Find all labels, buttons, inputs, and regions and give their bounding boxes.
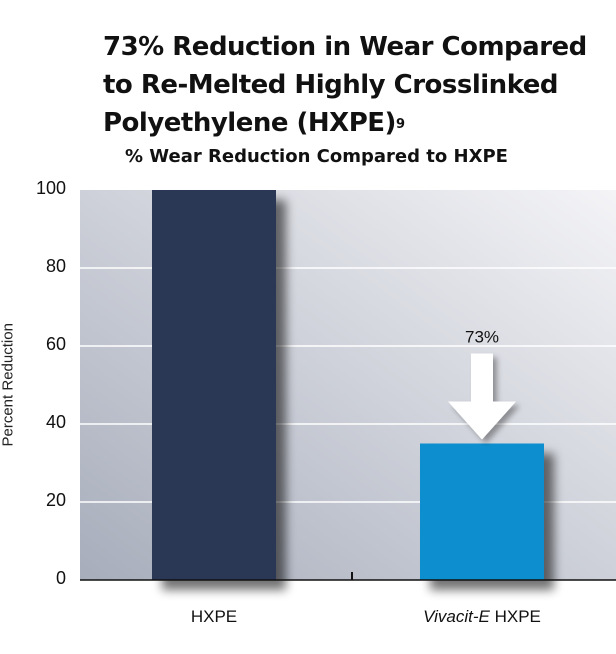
footnote-reference: 9 <box>395 117 405 132</box>
y-tick-label: 60 <box>46 334 66 354</box>
annotation-label: 73% <box>465 328 499 347</box>
x-tick-label-part: Vivacit-E <box>423 607 490 626</box>
y-tick-label: 20 <box>46 490 66 510</box>
x-tick-label-part: HXPE <box>490 607 541 626</box>
bars <box>152 190 544 580</box>
bar <box>420 443 544 580</box>
annotations: 73% <box>448 328 516 440</box>
down-arrow-icon <box>448 353 516 440</box>
title-line: to Re-Melted Highly Crosslinked <box>103 70 559 100</box>
x-tick-label: Vivacit-E HXPE <box>423 607 541 626</box>
title-line-text: Polyethylene (HXPE) <box>103 108 396 138</box>
title-line: 73% Reduction in Wear Compared <box>103 32 587 62</box>
y-tick-label: 100 <box>36 178 66 198</box>
y-tick-labels: 0 20 40 60 80 100 <box>36 178 66 588</box>
y-tick-label: 80 <box>46 256 66 276</box>
x-tick-labels: HXPE Vivacit-E HXPE <box>191 607 541 626</box>
x-tick-label: HXPE <box>191 607 237 626</box>
y-tick-label: 40 <box>46 412 66 432</box>
chart-subtitle: % Wear Reduction Compared to HXPE <box>125 146 508 167</box>
bar <box>152 190 276 580</box>
title-line: Polyethylene (HXPE)9 <box>103 104 603 142</box>
chart-title: 73% Reduction in Wear Compared to Re-Mel… <box>103 28 603 142</box>
y-tick-label: 0 <box>56 568 66 588</box>
y-axis-label: Percent Reduction <box>0 323 17 447</box>
x-tick-label-part: HXPE <box>191 607 237 626</box>
